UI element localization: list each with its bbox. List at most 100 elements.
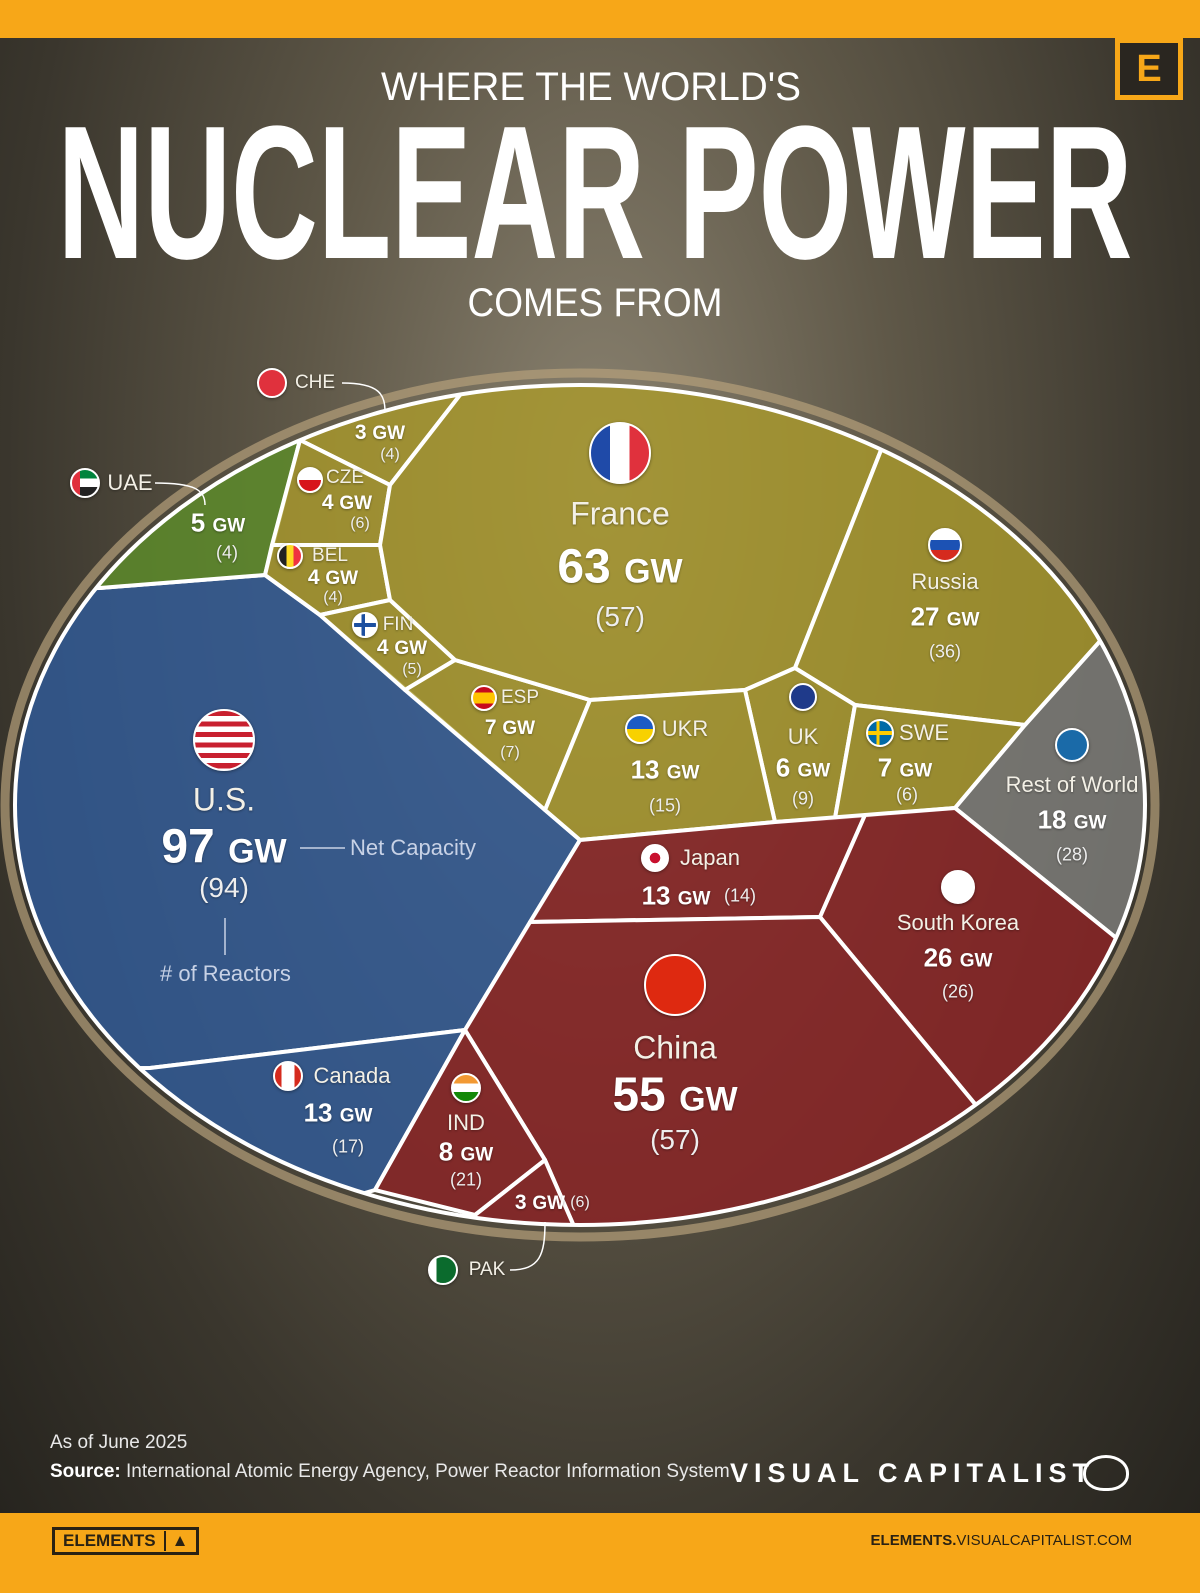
net-capacity-annotation: Net Capacity bbox=[350, 835, 476, 860]
capacity-value: 4 bbox=[307, 566, 320, 589]
flag-che-icon bbox=[257, 368, 287, 398]
label-ukr-name: UKR bbox=[661, 716, 709, 741]
label-uk-capacity: 6 GW bbox=[776, 753, 830, 784]
reactor-count: 5 bbox=[407, 661, 417, 678]
capacity-unit: GW bbox=[532, 1193, 566, 1214]
label-bel-name: BEL bbox=[312, 545, 348, 566]
flag-japan-icon bbox=[641, 844, 669, 872]
url-bold: ELEMENTS. bbox=[870, 1532, 957, 1549]
title-subtitle: COMES FROM bbox=[468, 281, 723, 325]
capacity-value: 7 bbox=[877, 752, 893, 783]
label-rest-of-world-name: Rest of World bbox=[1005, 772, 1139, 797]
label-che-capacity: 3 GW bbox=[355, 421, 405, 445]
title-kicker: WHERE THE WORLD'S bbox=[381, 65, 801, 109]
capacity-value: 7 bbox=[484, 716, 497, 739]
label-south-korea-reactors: (26) bbox=[941, 981, 975, 1002]
flag-france-icon bbox=[589, 422, 651, 484]
date-note: As of June 2025 bbox=[50, 1432, 188, 1453]
label-cze-name: CZE bbox=[326, 467, 364, 488]
capacity-value: 97 bbox=[161, 820, 215, 874]
website-url[interactable]: ELEMENTS.VISUALCAPITALIST.COM bbox=[871, 1532, 1132, 1549]
capacity-unit: GW bbox=[899, 760, 933, 782]
label-esp-reactors: (7) bbox=[500, 744, 520, 761]
label-ind-reactors: (21) bbox=[449, 1169, 483, 1190]
reactor-count: 4 bbox=[385, 446, 395, 463]
label-pak-name: PAK bbox=[468, 1259, 506, 1280]
capacity-unit: GW bbox=[624, 552, 683, 591]
label-france-reactors: (57) bbox=[595, 601, 645, 632]
flag-bel-icon bbox=[277, 543, 303, 569]
label-u-s-reactors: (94) bbox=[199, 872, 249, 903]
capacity-unit: GW bbox=[797, 760, 831, 782]
elements-badge-icon: ▲ bbox=[163, 1531, 188, 1551]
reactor-count: 17 bbox=[337, 1136, 359, 1157]
capacity-unit: GW bbox=[679, 1080, 738, 1119]
capacity-unit: GW bbox=[1073, 812, 1107, 834]
uae-callout-line bbox=[154, 482, 206, 506]
flag-ukr-icon bbox=[625, 714, 655, 744]
capacity-value: 3 bbox=[354, 421, 367, 444]
capacity-value: 26 bbox=[923, 942, 953, 973]
label-japan-capacity: 13 GW bbox=[642, 881, 711, 912]
capacity-unit: GW bbox=[666, 762, 700, 784]
capacity-value: 13 bbox=[641, 880, 671, 911]
label-uk-reactors: (9) bbox=[791, 788, 815, 809]
reactor-count: 4 bbox=[221, 542, 233, 563]
reactor-count: 9 bbox=[797, 788, 809, 809]
reactor-count: 21 bbox=[455, 1169, 477, 1190]
reactor-count: 15 bbox=[654, 795, 676, 816]
capacity-unit: GW bbox=[339, 493, 373, 514]
label-cze-capacity: 4 GW bbox=[322, 491, 372, 515]
label-ind-name: IND bbox=[447, 1110, 485, 1135]
flag-fin-icon bbox=[352, 612, 378, 638]
capacity-unit: GW bbox=[394, 638, 428, 659]
label-uae-name: UAE bbox=[107, 470, 153, 495]
elements-badge-text: ELEMENTS bbox=[63, 1531, 156, 1550]
label-france-name: France bbox=[570, 495, 670, 532]
cell-pak bbox=[398, 1158, 652, 1225]
visual-capitalist-brand: VISUAL CAPITALIST bbox=[730, 1458, 1096, 1488]
label-china-name: China bbox=[633, 1029, 717, 1066]
label-swe-capacity: 7 GW bbox=[878, 753, 932, 784]
label-china-reactors: (57) bbox=[650, 1124, 700, 1155]
flag-cze-icon bbox=[297, 467, 323, 493]
label-ukr-reactors: (15) bbox=[648, 795, 682, 816]
capacity-value: 13 bbox=[630, 754, 660, 785]
label-france-capacity: 63 GW bbox=[557, 540, 682, 595]
label-rest-of-world-capacity: 18 GW bbox=[1038, 805, 1107, 836]
label-china-capacity: 55 GW bbox=[612, 1068, 737, 1123]
label-u-s-capacity: 97 GW bbox=[161, 820, 286, 875]
label-esp-name: ESP bbox=[500, 687, 540, 708]
reactor-count: 94 bbox=[208, 872, 240, 903]
capacity-unit: GW bbox=[959, 950, 993, 972]
reactor-count: 6 bbox=[355, 515, 365, 532]
capacity-value: 5 bbox=[190, 507, 206, 538]
capacity-value: 3 bbox=[514, 1191, 527, 1214]
flag-uae-icon bbox=[70, 468, 100, 498]
label-swe-reactors: (6) bbox=[895, 784, 919, 805]
che-callout-line bbox=[341, 382, 386, 413]
elements-logo: E bbox=[1115, 38, 1183, 100]
capacity-unit: GW bbox=[460, 1144, 494, 1166]
flag-south-korea-icon bbox=[941, 870, 975, 904]
label-south-korea-name: South Korea bbox=[896, 910, 1020, 935]
capacity-value: 6 bbox=[775, 752, 791, 783]
source-label: Source: bbox=[50, 1461, 121, 1482]
capacity-unit: GW bbox=[325, 568, 359, 589]
capacity-value: 8 bbox=[438, 1136, 454, 1167]
capacity-unit: GW bbox=[339, 1105, 373, 1127]
label-uk-name: UK bbox=[787, 724, 819, 749]
label-pak-reactors: (6) bbox=[570, 1194, 590, 1211]
label-fin-capacity: 4 GW bbox=[377, 636, 427, 660]
tower-rim bbox=[0, 368, 1160, 1242]
capacity-unit: GW bbox=[212, 515, 246, 537]
page-title: NUCLEAR POWER bbox=[58, 87, 1133, 299]
flag-swe-icon bbox=[866, 719, 894, 747]
flag-china-icon bbox=[644, 954, 706, 1016]
label-che-reactors: (4) bbox=[380, 446, 400, 463]
label-russia-name: Russia bbox=[911, 569, 979, 594]
capacity-value: 27 bbox=[910, 601, 940, 632]
label-bel-reactors: (4) bbox=[323, 589, 343, 606]
url-rest: VISUALCAPITALIST.COM bbox=[956, 1532, 1132, 1549]
